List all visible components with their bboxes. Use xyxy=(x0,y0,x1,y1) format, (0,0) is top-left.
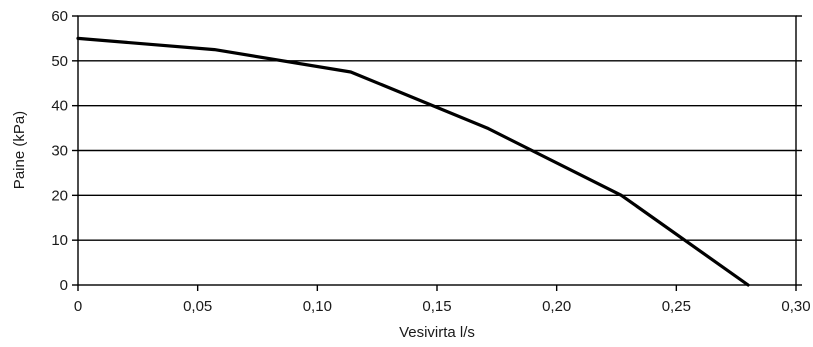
x-tick-label-6: 0,30 xyxy=(781,298,810,315)
series-line-0 xyxy=(76,36,750,287)
series-group xyxy=(76,36,750,287)
data-point-0-2 xyxy=(349,70,353,74)
y-tick-label-6: 60 xyxy=(51,8,68,25)
y-tick-label-1: 10 xyxy=(51,232,68,249)
data-point-0-0 xyxy=(76,37,80,40)
y-axis-ticks: 0 10 20 30 40 50 60 xyxy=(51,8,802,294)
y-tick-label-2: 20 xyxy=(51,187,68,204)
x-tick-label-5: 0,25 xyxy=(662,298,691,315)
y-tick-label-0: 0 xyxy=(60,277,68,294)
x-axis-title: Vesivirta l/s xyxy=(399,324,475,341)
data-point-0-3 xyxy=(486,126,489,130)
x-tick-label-1: 0,05 xyxy=(183,298,212,315)
data-point-0-4 xyxy=(620,194,623,197)
gridlines xyxy=(78,60,796,241)
x-tick-label-2: 0,10 xyxy=(303,298,332,315)
y-tick-label-4: 40 xyxy=(51,98,68,115)
x-tick-label-0: 0 xyxy=(74,298,82,315)
y-tick-label-5: 50 xyxy=(51,53,68,70)
x-tick-label-4: 0,20 xyxy=(542,298,571,315)
y-axis-title: Paine (kPa) xyxy=(11,111,28,189)
x-tick-label-3: 0,15 xyxy=(422,298,451,315)
data-point-0-5 xyxy=(746,283,750,287)
x-axis-ticks: 0 0,05 0,10 0,15 0,20 0,25 0,30 xyxy=(74,285,811,315)
data-point-0-1 xyxy=(213,48,216,51)
y-tick-label-3: 30 xyxy=(51,143,68,160)
